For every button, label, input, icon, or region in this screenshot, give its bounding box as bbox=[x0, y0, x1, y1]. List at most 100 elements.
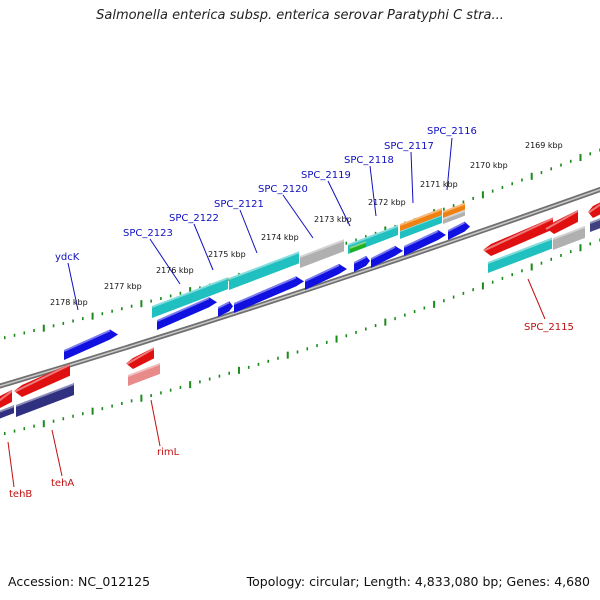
gene-label-spc-2120[interactable]: SPC_2120 bbox=[258, 184, 308, 195]
gene-ydck-shine bbox=[63, 329, 111, 352]
gene-gray-1-shine bbox=[299, 239, 345, 258]
gene-label-spc-2117[interactable]: SPC_2117 bbox=[384, 141, 434, 152]
gene-red-right-2[interactable] bbox=[588, 198, 600, 218]
scale-label: 2174 kbp bbox=[261, 233, 299, 242]
gene-spc-2122-shine bbox=[217, 301, 230, 309]
gene-label-riml[interactable]: rimL bbox=[157, 447, 180, 458]
gene-label-spc-2123[interactable]: SPC_2123 bbox=[123, 228, 173, 239]
gene-teha-navy[interactable] bbox=[16, 382, 74, 417]
gene-label-spc-2118[interactable]: SPC_2118 bbox=[344, 155, 394, 166]
gene-tehb-shine bbox=[0, 390, 13, 402]
gene-spc-2115[interactable] bbox=[483, 217, 553, 256]
gene-spc-2123-shine bbox=[156, 297, 210, 322]
leader-teha bbox=[51, 429, 63, 477]
gene-spc-2118-shine bbox=[403, 230, 439, 248]
gene-red-right-2-shine bbox=[587, 203, 600, 214]
gene-features bbox=[0, 198, 600, 420]
gene-spc-2119-b-shine bbox=[370, 245, 396, 260]
scale-label: 2175 kbp bbox=[208, 250, 246, 259]
leader-spc-2118 bbox=[369, 165, 377, 217]
gene-rimL-pink-shine bbox=[127, 362, 161, 377]
gene-label-spc-2122[interactable]: SPC_2122 bbox=[169, 213, 219, 224]
scale-label: 2169 kbp bbox=[525, 141, 563, 150]
leader-spc-2117 bbox=[410, 151, 414, 204]
scale-label: 2177 kbp bbox=[104, 282, 142, 291]
gene-tehb-navy[interactable] bbox=[0, 405, 14, 420]
gene-label-spc-2116[interactable]: SPC_2116 bbox=[427, 126, 477, 137]
leader-spc-2120 bbox=[282, 194, 314, 239]
gene-tehb[interactable] bbox=[0, 389, 12, 408]
gene-orange-1[interactable] bbox=[400, 208, 442, 231]
gene-teal-5[interactable] bbox=[488, 237, 552, 273]
gene-teal-5-shine bbox=[487, 237, 553, 264]
gene-spc-2121[interactable] bbox=[234, 276, 304, 313]
gene-spc-2120-shine bbox=[304, 264, 340, 282]
gene-red-right-1[interactable] bbox=[546, 209, 578, 234]
gene-label-tehb[interactable]: tehB bbox=[9, 489, 32, 500]
backbone-highlight bbox=[0, 188, 600, 387]
scale-labels: 2169 kbp 2170 kbp 2171 kbp 2172 kbp 2173 kbp… bbox=[50, 141, 563, 307]
gene-spc-2119-b[interactable] bbox=[371, 245, 403, 268]
gene-rimL[interactable] bbox=[126, 347, 154, 369]
topology-text: Topology: circular; Length: 4,833,080 bp… bbox=[246, 574, 590, 589]
gene-teal-3-shine bbox=[347, 225, 399, 246]
leader-tehb bbox=[7, 441, 15, 488]
gene-teal-1[interactable] bbox=[152, 277, 228, 318]
gene-gray-1[interactable] bbox=[300, 239, 344, 268]
gene-green-1-shine bbox=[349, 240, 367, 249]
scale-ticks bbox=[3, 148, 600, 436]
accession-text: Accession: NC_012125 bbox=[8, 574, 151, 589]
gene-teal-1-shine bbox=[151, 277, 229, 308]
gene-spc-2119-a[interactable] bbox=[354, 255, 370, 272]
gene-teha[interactable] bbox=[14, 363, 70, 397]
gene-gray-2[interactable] bbox=[443, 209, 465, 224]
gene-red-right-1-shine bbox=[545, 209, 579, 230]
scale-label: 2171 kbp bbox=[420, 180, 458, 189]
gene-navy-right[interactable] bbox=[590, 216, 600, 232]
leader-spc-2121 bbox=[239, 209, 258, 254]
gene-label-spc-2119[interactable]: SPC_2119 bbox=[301, 170, 351, 181]
label-leaders bbox=[7, 137, 546, 488]
gene-spc-2123[interactable] bbox=[157, 297, 217, 330]
genome-backbone bbox=[0, 186, 600, 389]
gene-label-ydck[interactable]: ydcK bbox=[55, 252, 80, 263]
scale-label: 2170 kbp bbox=[470, 161, 508, 170]
gene-labels: SPC_2116 SPC_2117 SPC_2118 SPC_2119 SPC_2120… bbox=[9, 126, 574, 500]
gene-teal-2[interactable] bbox=[229, 251, 299, 290]
gene-label-teha[interactable]: tehA bbox=[51, 478, 74, 489]
gene-spc-2119-a-shine bbox=[353, 256, 367, 264]
gene-ydck[interactable] bbox=[64, 329, 118, 360]
gene-label-spc-2115[interactable]: SPC_2115 bbox=[524, 322, 574, 333]
gene-tehb-navy-shine bbox=[0, 405, 15, 413]
scale-label: 2172 kbp bbox=[368, 198, 406, 207]
leader-spc-2119 bbox=[327, 180, 351, 227]
gene-teal-4[interactable] bbox=[400, 214, 442, 239]
scale-label: 2178 kbp bbox=[50, 298, 88, 307]
gene-navy-right-shine bbox=[589, 218, 600, 224]
gene-orange-1-shine bbox=[399, 208, 443, 226]
gene-spc-2118[interactable] bbox=[404, 230, 446, 256]
gene-teha-navy-shine bbox=[15, 383, 75, 407]
gene-label-spc-2121[interactable]: SPC_2121 bbox=[214, 199, 264, 210]
gene-spc-2122[interactable] bbox=[218, 301, 233, 317]
gene-rimL-pink[interactable] bbox=[128, 362, 160, 386]
gene-teal-2-shine bbox=[228, 251, 300, 280]
gene-orange-2-shine bbox=[442, 202, 466, 213]
leader-spc-2116 bbox=[446, 137, 453, 191]
gene-spc-2117-shine bbox=[447, 221, 465, 232]
gene-gray-3-shine bbox=[552, 225, 586, 240]
gene-spc-2117[interactable] bbox=[448, 221, 470, 240]
map-title: Salmonella enterica subsp. enterica sero… bbox=[96, 8, 504, 23]
scale-label: 2176 kbp bbox=[156, 266, 194, 275]
gene-green-1[interactable] bbox=[350, 240, 366, 253]
gene-spc-2120[interactable] bbox=[305, 264, 347, 290]
gene-gray-2-shine bbox=[442, 209, 466, 220]
leader-spc-2123 bbox=[149, 238, 181, 285]
gene-spc-2115-shine bbox=[482, 217, 554, 252]
gene-orange-2[interactable] bbox=[443, 202, 465, 218]
gene-gray-3[interactable] bbox=[553, 225, 585, 250]
leader-spc-2115 bbox=[527, 278, 546, 320]
leader-rimL bbox=[150, 399, 161, 447]
leader-spc-2122 bbox=[193, 223, 214, 271]
